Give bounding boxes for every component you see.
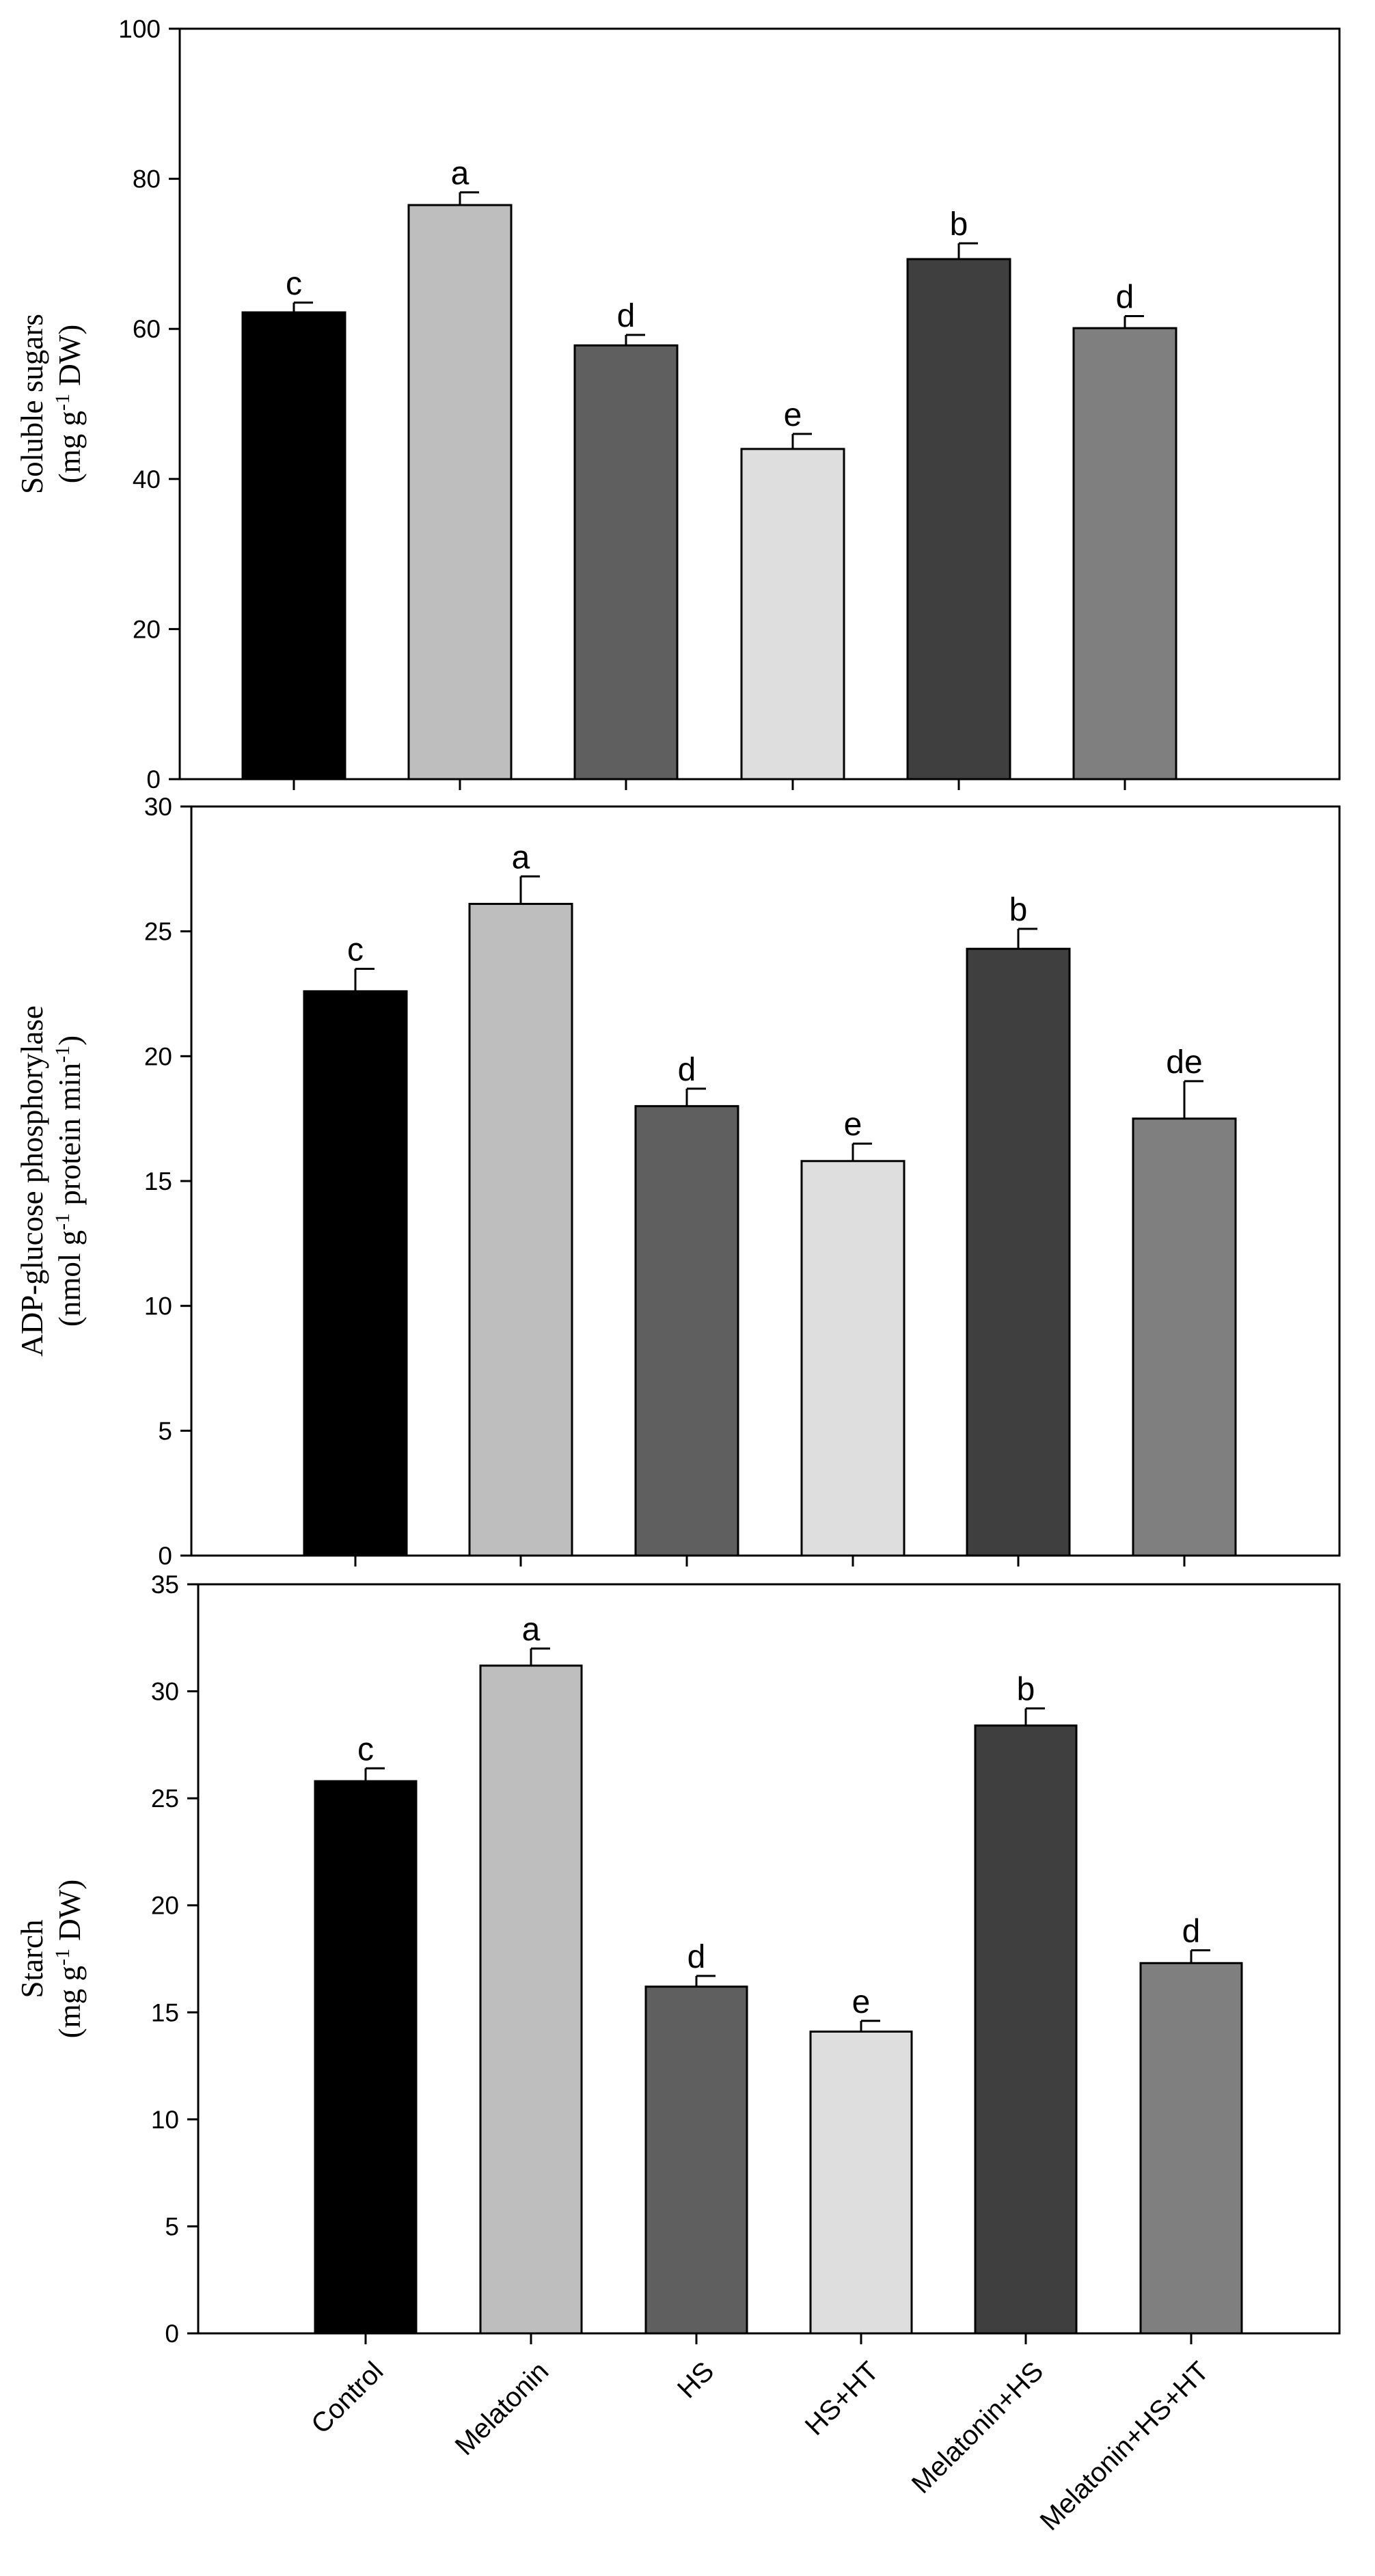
y-tick-label: 20 bbox=[133, 615, 161, 643]
bar bbox=[1139, 1962, 1243, 2335]
bar bbox=[1072, 327, 1177, 781]
significance-letter: d bbox=[678, 1052, 696, 1088]
unit-text: protein min bbox=[53, 1063, 87, 1213]
y-tick-label: 5 bbox=[158, 1417, 172, 1445]
bar bbox=[644, 1985, 748, 2335]
significance-letter: a bbox=[451, 155, 469, 191]
y-tick-label: 15 bbox=[151, 1998, 179, 2026]
unit-text: (mg g bbox=[53, 411, 87, 483]
bar bbox=[906, 258, 1011, 781]
x-category-label: Melatonin+HS+HT bbox=[1035, 2356, 1215, 2536]
y-tick-label: 10 bbox=[151, 2106, 179, 2134]
significance-letter: c bbox=[347, 932, 364, 968]
y-tick-label: 60 bbox=[133, 315, 161, 343]
y-tick-label: 40 bbox=[133, 465, 161, 493]
significance-letter: a bbox=[512, 839, 530, 876]
significance-letter: c bbox=[357, 1731, 374, 1767]
significance-letter: d bbox=[617, 298, 636, 334]
superscript: -1 bbox=[51, 1949, 74, 1966]
y-tick-label: 20 bbox=[144, 1042, 172, 1070]
plot-frame bbox=[197, 1583, 1341, 2335]
y-tick-label: 5 bbox=[165, 2212, 179, 2240]
y-tick-label: 0 bbox=[146, 765, 161, 794]
bar bbox=[241, 311, 346, 781]
bar bbox=[303, 990, 408, 1557]
bar bbox=[1132, 1117, 1237, 1557]
bar bbox=[573, 344, 679, 781]
bar bbox=[809, 2030, 913, 2335]
unit-text: (nmol g bbox=[53, 1230, 87, 1327]
unit-text: DW) bbox=[53, 325, 87, 394]
unit-text: (mg g bbox=[53, 1966, 87, 2038]
unit-text: ) bbox=[53, 1035, 87, 1046]
y-axis-title: Starch bbox=[15, 1920, 49, 1998]
significance-letter: e bbox=[852, 1984, 871, 2020]
significance-letter: e bbox=[784, 397, 802, 433]
y-tick-label: 25 bbox=[151, 1785, 179, 1813]
significance-letter: d bbox=[1182, 1913, 1201, 1949]
significance-letter: a bbox=[522, 1612, 541, 1648]
panel-3: 0 5 10 15 20 25 30 35 c a d e b d Starch(mg g-1 DW) bbox=[15, 1571, 1341, 2348]
superscript: -1 bbox=[51, 1046, 74, 1063]
x-category-label: Control bbox=[305, 2356, 389, 2439]
bar bbox=[966, 947, 1071, 1557]
significance-letter: d bbox=[1116, 280, 1134, 316]
y-axis-units: (mg g-1 DW) bbox=[51, 1880, 87, 2038]
unit-text: DW) bbox=[53, 1880, 87, 1949]
panel-1: 0 20 40 60 80 100 c a d e b d Soluble sugars (mg g-1 … bbox=[15, 15, 1341, 794]
significance-letter: b bbox=[950, 206, 968, 243]
bar bbox=[468, 902, 573, 1557]
y-axis-units: (mg g-1 DW) bbox=[51, 325, 87, 483]
bar bbox=[407, 204, 513, 781]
bar bbox=[479, 1664, 583, 2335]
y-tick-label: 25 bbox=[144, 918, 172, 946]
significance-letter: d bbox=[688, 1939, 706, 1975]
superscript: -1 bbox=[51, 394, 74, 411]
y-tick-label: 30 bbox=[144, 793, 172, 821]
bar bbox=[634, 1104, 739, 1557]
y-tick-label: 20 bbox=[151, 1892, 179, 1920]
y-tick-label: 10 bbox=[144, 1292, 172, 1320]
bar bbox=[974, 1724, 1078, 2335]
y-tick-label: 30 bbox=[151, 1678, 179, 1706]
x-category-label: Melatonin bbox=[450, 2356, 555, 2461]
y-axis-units: (nmol g-1 protein min-1) bbox=[51, 1035, 87, 1327]
y-tick-label: 100 bbox=[118, 15, 161, 43]
y-tick-label: 15 bbox=[144, 1167, 172, 1195]
bar bbox=[740, 448, 845, 781]
y-tick-label: 0 bbox=[165, 2320, 179, 2348]
x-category-label: HS bbox=[672, 2356, 720, 2404]
bar bbox=[800, 1160, 906, 1557]
x-category-label: Melatonin+HS bbox=[906, 2356, 1050, 2499]
significance-letter: b bbox=[1017, 1672, 1035, 1708]
significance-letter: e bbox=[844, 1107, 862, 1143]
superscript: -1 bbox=[51, 1213, 74, 1230]
significance-letter: de bbox=[1166, 1044, 1202, 1081]
y-tick-label: 0 bbox=[158, 1542, 172, 1570]
y-axis-title: Soluble sugars bbox=[15, 314, 49, 494]
y-tick-label: 80 bbox=[133, 165, 161, 193]
y-tick-label: 35 bbox=[151, 1571, 179, 1599]
x-category-label: HS+HT bbox=[800, 2356, 885, 2441]
bar bbox=[314, 1780, 418, 2335]
significance-letter: b bbox=[1009, 892, 1028, 928]
significance-letter: c bbox=[286, 266, 302, 302]
y-axis-title: ADP-glucose phosphorylase bbox=[15, 1005, 49, 1357]
